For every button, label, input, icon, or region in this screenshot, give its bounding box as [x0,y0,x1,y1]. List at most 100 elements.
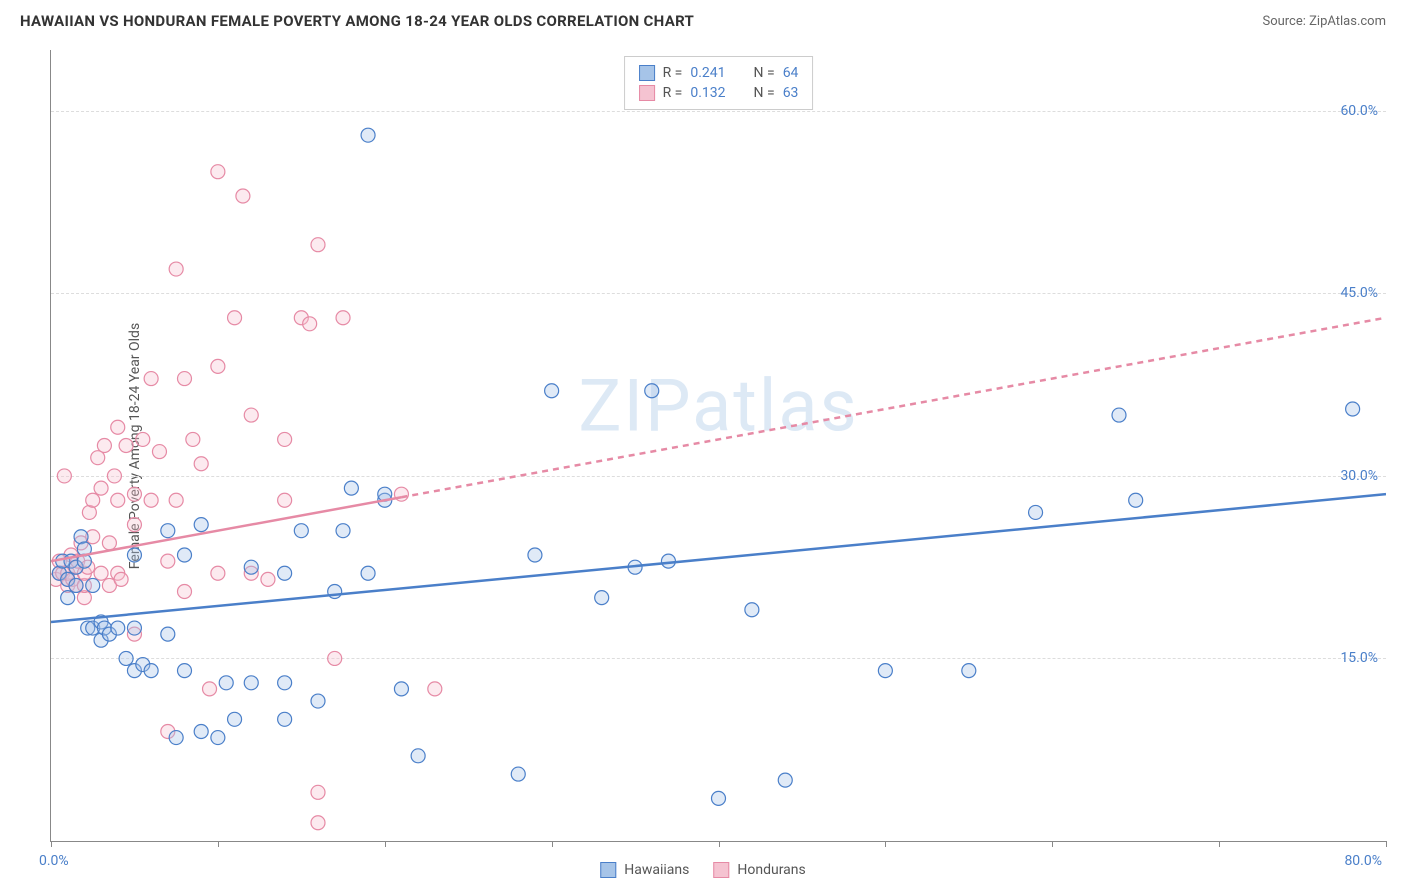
x-tick [552,841,553,847]
data-point [119,651,133,665]
data-point [127,518,141,532]
data-point [261,572,275,586]
data-point [1129,493,1143,507]
data-point [178,664,192,678]
x-axis-max-label: 80.0% [1344,853,1382,869]
data-point [178,548,192,562]
data-point [745,603,759,617]
data-point [144,372,158,386]
data-point [127,621,141,635]
data-point [228,311,242,325]
data-point [712,791,726,805]
data-point [244,676,258,690]
data-point [169,731,183,745]
data-point [545,384,559,398]
data-point [136,432,150,446]
data-point [161,524,175,538]
x-tick [885,841,886,847]
data-point [114,572,128,586]
data-point [311,238,325,252]
data-point [203,682,217,696]
data-point [962,664,976,678]
data-point [169,493,183,507]
data-point [219,676,233,690]
source-label: Source: ZipAtlas.com [1262,14,1386,29]
data-point [361,566,375,580]
data-point [236,189,250,203]
swatch-hondurans-icon [713,862,729,878]
data-point [244,408,258,422]
data-point [344,481,358,495]
legend-label-hawaiians: Hawaiians [624,862,689,878]
data-point [661,554,675,568]
data-point [169,262,183,276]
n-value-hondurans: 63 [783,85,799,101]
data-point [311,694,325,708]
data-point [361,128,375,142]
data-point [228,712,242,726]
trend-line [51,494,1386,622]
stats-legend-row-hondurans: R = 0.132 N = 63 [639,83,799,103]
data-point [186,432,200,446]
x-tick [218,841,219,847]
data-point [86,493,100,507]
data-point [178,585,192,599]
data-point [278,712,292,726]
data-point [161,627,175,641]
data-point [311,816,325,830]
data-point [107,469,121,483]
data-point [94,481,108,495]
data-point [1112,408,1126,422]
n-value-hawaiians: 64 [783,65,799,81]
data-point [94,566,108,580]
stats-legend-row-hawaiians: R = 0.241 N = 64 [639,63,799,83]
trend-line [401,318,1386,497]
data-point [328,651,342,665]
x-tick [385,841,386,847]
x-tick [719,841,720,847]
data-point [878,664,892,678]
data-point [144,493,158,507]
data-point [211,165,225,179]
data-point [194,518,208,532]
n-label: N = [754,65,775,81]
data-point [194,724,208,738]
data-point [161,554,175,568]
data-point [278,676,292,690]
data-point [127,548,141,562]
data-point [303,317,317,331]
swatch-hondurans-icon [639,85,655,101]
data-point [69,578,83,592]
data-point [111,420,125,434]
n-label: N = [754,85,775,101]
r-label: R = [663,65,683,81]
data-point [102,536,116,550]
data-point [311,785,325,799]
data-point [428,682,442,696]
chart-title: HAWAIIAN VS HONDURAN FEMALE POVERTY AMON… [20,12,694,30]
data-point [61,591,75,605]
data-point [336,311,350,325]
x-tick [1219,841,1220,847]
data-point [278,566,292,580]
data-point [211,566,225,580]
data-point [194,457,208,471]
data-point [211,731,225,745]
legend-item-hawaiians: Hawaiians [600,862,689,878]
data-point [336,524,350,538]
data-point [211,359,225,373]
r-value-hondurans: 0.132 [690,85,725,101]
data-point [152,445,166,459]
x-tick [51,841,52,847]
r-value-hawaiians: 0.241 [690,65,725,81]
legend-item-hondurans: Hondurans [713,862,805,878]
data-point [57,469,71,483]
x-tick [1386,841,1387,847]
data-point [645,384,659,398]
chart-plot-area: ZIPatlas R = 0.241 N = 64 R = 0.132 N = … [50,50,1386,842]
data-point [178,372,192,386]
r-label: R = [663,85,683,101]
data-point [119,439,133,453]
data-point [86,578,100,592]
data-point [1346,402,1360,416]
